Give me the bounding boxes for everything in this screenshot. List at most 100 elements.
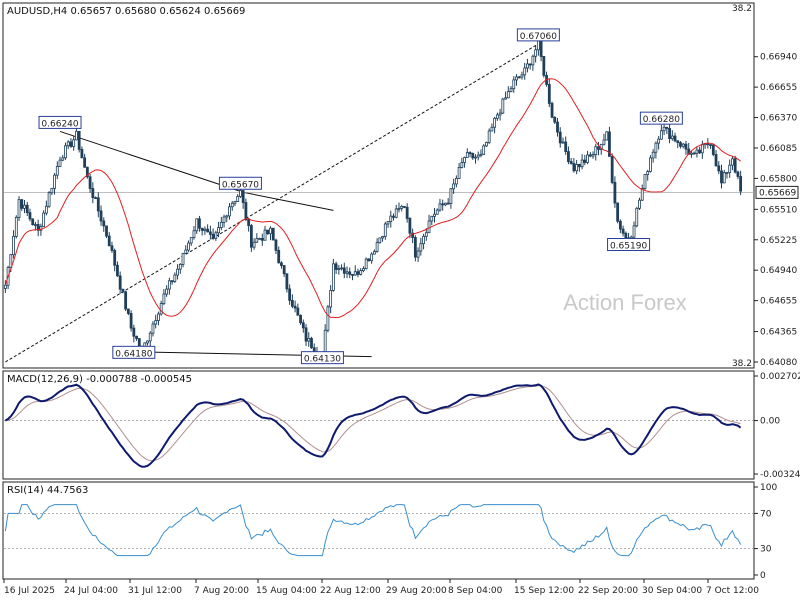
candle-body [17,199,21,218]
candle-body [586,154,589,163]
candle-body [23,204,26,209]
candle-body [96,197,100,212]
candle-body [635,207,639,227]
price-tick-label: 0.65510 [760,205,797,215]
candle-body [274,239,278,251]
candle-body [271,227,275,241]
candle-body [214,232,218,239]
macd-panel-frame [2,370,755,480]
time-tick-label: 15 Sep 12:00 [514,586,574,596]
price-tick-label: 0.65800 [760,174,797,184]
candle-body [616,202,620,222]
candle-body [624,232,628,239]
candle-body [383,223,387,237]
candle-body [91,188,95,198]
rsi-tick-label: 100 [760,483,777,493]
candle-body [304,327,308,342]
candle-body [542,56,546,76]
candle-body [657,138,661,144]
candle-body [184,249,188,254]
candle-body [572,163,576,172]
candle-body [99,210,103,222]
candle-body [340,267,343,270]
candle-body [55,166,59,176]
candle-body [717,165,721,172]
time-tick-label: 24 Jul 04:00 [64,586,118,596]
fib-trend-line [5,43,539,363]
candle-body [416,250,420,258]
candle-body [643,174,647,189]
candle-body [452,183,456,190]
candle-body [638,199,641,209]
macd-line [4,383,742,468]
rsi-label: RSI(14) 44.7563 [7,485,88,496]
fib-label-bottom: 38.2 [732,359,752,369]
candle-body [269,227,272,235]
candle-body [222,216,226,223]
candle-body [618,220,622,230]
moving-average [4,78,741,319]
candle-body [602,139,606,145]
time-axis: 16 Jul 2025 24 Jul 04:00 31 Jul 12:00 7 Aug… [3,579,759,596]
candle-body [280,262,283,266]
candle-body [695,149,699,154]
trend-line-upper [59,130,244,193]
candle-body [739,176,743,192]
candle-body [482,145,486,155]
candle-body [389,215,393,222]
candle-body [433,213,436,217]
candle-body [479,153,483,156]
pivot-label-box [38,115,82,129]
time-tick-label: 7 Oct 12:00 [706,586,759,596]
candle-body [646,171,650,175]
candle-body [255,238,259,243]
candle-body [659,130,663,140]
candle-body [512,79,516,90]
candle-body [487,130,491,143]
candle-body [173,274,177,282]
candle-body [118,275,122,290]
candle-body [684,143,688,150]
candle-body [208,231,212,235]
candle-body [203,228,207,231]
candle-body [252,241,256,248]
candle-body [31,218,35,226]
fib-label-top: 38.2 [732,4,752,14]
candle-body [605,131,609,141]
candle-body [148,332,152,342]
rsi-panel-frame [2,481,755,580]
candle-body [583,159,587,163]
candle-body [353,271,357,276]
candle-body [206,228,210,233]
pivot-labels: 0.66240 0.64180 0.65670 0.64130 0.67060 0.651… [38,28,683,365]
time-tick-label: 22 Sep 20:00 [578,586,638,596]
pivot-label-box [300,351,344,365]
candle-body [331,263,335,291]
price-tick-label: 0.64080 [760,358,797,368]
candle-body [608,131,611,157]
candle-body [178,263,182,270]
candle-body [378,237,382,244]
candle-body [20,199,24,209]
rsi-tick-label: 30 [760,545,772,555]
candle-body [151,323,155,334]
time-tick-label: 7 Aug 20:00 [194,586,249,596]
time-tick-label: 30 Sep 04:00 [642,586,702,596]
candle-body [211,233,215,239]
time-tick-label: 15 Aug 04:00 [256,586,317,596]
macd-tick-label: 0.002702 [760,372,800,382]
price-tick-label: 0.66655 [760,83,797,93]
candle-body [463,157,466,163]
macd-signal-line [5,385,741,462]
candle-body [394,208,398,218]
candle-body [588,154,592,157]
candle-body [649,157,652,172]
candle-body [53,174,56,189]
candle-body [83,157,87,168]
current-price-label: 0.65669 [759,188,796,198]
candle-body [116,264,119,277]
candle-body [419,243,423,252]
time-tick-label: 16 Jul 2025 [4,586,55,596]
candle-body [597,146,600,150]
